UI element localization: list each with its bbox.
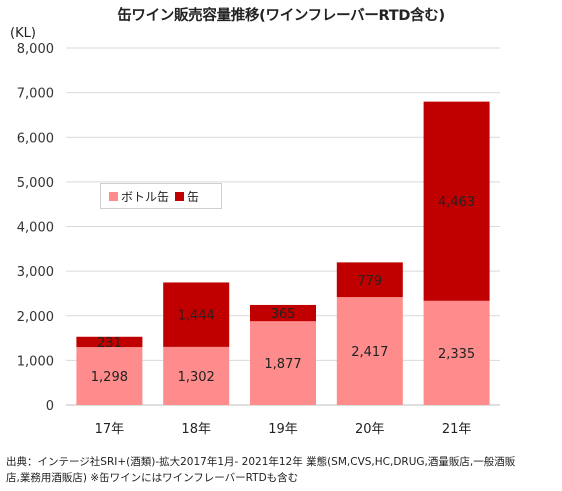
chart-title: 缶ワイン販売容量推移(ワインフレーバーRTD含む) — [117, 8, 445, 24]
y-tick-label: 6,000 — [17, 131, 54, 146]
legend-item-can: 缶 — [175, 188, 199, 205]
y-tick-label: 0 — [46, 399, 54, 414]
legend-item-bottle-can: ボトル缶 — [109, 188, 169, 205]
bar-can — [250, 304, 316, 322]
data-label: 1,298 — [91, 370, 128, 385]
bar-can — [423, 101, 490, 301]
source-note-line-2: 店,業務用酒販店) ※缶ワインにはワインフレーバーRTDも含む — [6, 472, 299, 484]
x-tick-label: 20年 — [355, 422, 385, 437]
data-label: 231 — [97, 336, 122, 351]
y-tick-label: 4,000 — [17, 221, 54, 236]
bar-can — [163, 282, 230, 347]
data-label: 2,335 — [438, 347, 475, 362]
x-tick-label: 21年 — [442, 422, 472, 437]
bar-bottle-can — [336, 297, 403, 405]
y-axis-unit: (KL) — [10, 26, 36, 41]
legend-swatch-bottle-can — [109, 191, 118, 201]
bar-can — [336, 262, 403, 298]
legend: ボトル缶 缶 — [100, 183, 222, 209]
y-tick-label: 5,000 — [17, 176, 54, 191]
stacked-bar-chart: 0 1,000 2,000 3,000 4,000 5,000 6,000 7,000 8,00… — [17, 42, 500, 437]
bar-bottle-can — [76, 347, 143, 405]
legend-swatch-can — [175, 191, 185, 201]
data-label: 2,417 — [351, 345, 388, 360]
data-label: 4,463 — [438, 195, 475, 210]
legend-label-bottle-can: ボトル缶 — [121, 189, 170, 204]
data-label: 1,302 — [178, 370, 215, 385]
x-tick-label: 17年 — [95, 422, 125, 437]
source-note-line-1: 出典：インテージ社SRI+(酒類)-拡大2017年1月- 2021年12年 業態… — [6, 456, 516, 468]
data-label: 1,444 — [178, 309, 215, 324]
y-tick-label: 7,000 — [17, 87, 54, 102]
bar-can — [76, 336, 143, 348]
y-tick-label: 1,000 — [17, 354, 54, 369]
legend-label-can: 缶 — [187, 189, 200, 204]
x-tick-label: 18年 — [181, 422, 211, 437]
bar-bottle-can — [163, 346, 230, 405]
bar-bottle-can — [423, 300, 490, 405]
y-tick-label: 8,000 — [17, 42, 54, 57]
data-label: 1,877 — [264, 357, 301, 372]
data-label: 779 — [357, 274, 382, 289]
data-label: 365 — [271, 307, 296, 322]
bar-bottle-can — [250, 321, 316, 405]
y-tick-label: 2,000 — [17, 310, 54, 325]
y-tick-label: 3,000 — [17, 265, 54, 280]
x-tick-label: 19年 — [268, 422, 298, 437]
